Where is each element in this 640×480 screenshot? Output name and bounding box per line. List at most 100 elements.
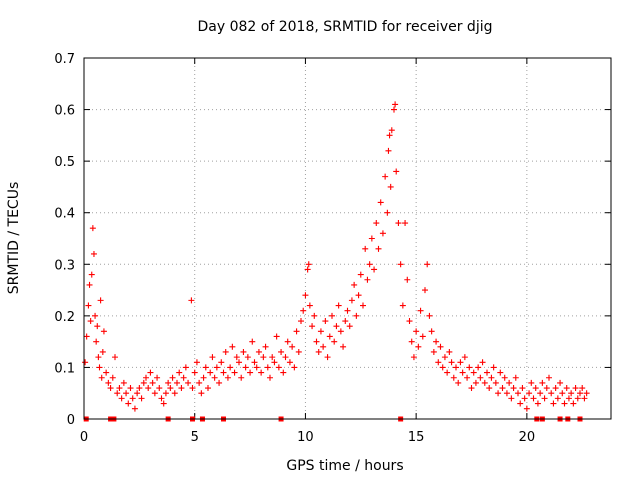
data-point [260, 354, 267, 361]
data-point [136, 385, 143, 392]
data-point [205, 385, 211, 392]
data-point [523, 405, 530, 412]
y-tick-label: 0.5 [54, 155, 75, 170]
data-point [167, 385, 174, 392]
data-point [579, 385, 586, 392]
data-point [402, 220, 409, 227]
data-point [499, 385, 506, 392]
data-point [574, 395, 581, 402]
x-tick-labels: 0 5 10 15 20 [80, 430, 535, 445]
data-point [200, 374, 207, 381]
data-point [193, 359, 200, 366]
data-point [151, 390, 158, 397]
grid-lines [84, 58, 611, 419]
data-point [581, 395, 588, 402]
data-point [510, 385, 517, 392]
data-point [439, 364, 446, 371]
data-point [171, 390, 178, 397]
data-point [357, 271, 364, 278]
data-point [391, 106, 397, 113]
data-point [583, 390, 590, 397]
data-point [406, 318, 413, 325]
data-point [577, 390, 583, 397]
data-point [565, 395, 572, 402]
data-point [481, 379, 488, 386]
data-point [282, 354, 289, 361]
data-point [188, 297, 195, 304]
data-point [326, 333, 333, 340]
data-point [147, 369, 154, 376]
data-point [546, 374, 552, 381]
data-point [530, 395, 537, 402]
data-point [149, 379, 156, 386]
data-point [182, 364, 189, 371]
data-point [428, 328, 435, 335]
data-point [554, 395, 561, 402]
data-point [492, 379, 499, 386]
data-point [311, 312, 318, 319]
data-point [97, 297, 104, 304]
data-point [291, 364, 298, 371]
data-point [503, 390, 510, 397]
data-point [385, 147, 392, 154]
data-point [174, 379, 180, 386]
data-point [568, 390, 575, 397]
data-point [437, 343, 444, 350]
data-point [95, 354, 102, 361]
data-point [275, 364, 282, 371]
data-point [162, 390, 169, 397]
data-point [85, 302, 92, 309]
data-point [231, 369, 238, 376]
data-point [426, 312, 433, 319]
data-point [185, 379, 192, 386]
data-point [512, 374, 519, 381]
data-point [240, 348, 247, 355]
data-point [302, 292, 309, 299]
data-point [417, 307, 424, 314]
data-point [506, 379, 513, 386]
data-point [107, 385, 114, 392]
data-point [196, 379, 203, 386]
data-point [377, 199, 384, 206]
data-point [229, 343, 236, 350]
data-point [368, 235, 375, 242]
data-point [178, 385, 185, 392]
data-point [92, 312, 99, 319]
data-point [475, 364, 482, 371]
data-point [488, 374, 495, 381]
data-point [242, 364, 249, 371]
data-point [222, 348, 229, 355]
data-point [375, 245, 382, 252]
data-point [534, 400, 541, 407]
data-point [331, 338, 338, 345]
data-point [99, 348, 106, 355]
data-point [189, 385, 196, 392]
data-point [264, 364, 271, 371]
data-point [118, 395, 125, 402]
data-point [448, 359, 455, 366]
data-point [537, 390, 544, 397]
data-point [337, 328, 344, 335]
data-point [88, 271, 95, 278]
data-point [519, 385, 526, 392]
data-point [227, 364, 234, 371]
data-point [515, 390, 521, 397]
data-point [216, 379, 223, 386]
data-point [362, 245, 369, 252]
data-point [490, 364, 497, 371]
data-point [466, 364, 473, 371]
data-point [262, 343, 269, 350]
data-point [313, 338, 320, 345]
data-point [298, 318, 304, 325]
data-point [143, 374, 149, 381]
data-point [269, 354, 276, 361]
data-point [413, 328, 420, 335]
data-point [315, 348, 322, 355]
data-point [335, 302, 342, 309]
x-tick-label: 10 [297, 430, 314, 445]
data-point [180, 374, 187, 381]
data-point [435, 359, 442, 366]
data-point [450, 374, 457, 381]
data-point [258, 369, 265, 376]
